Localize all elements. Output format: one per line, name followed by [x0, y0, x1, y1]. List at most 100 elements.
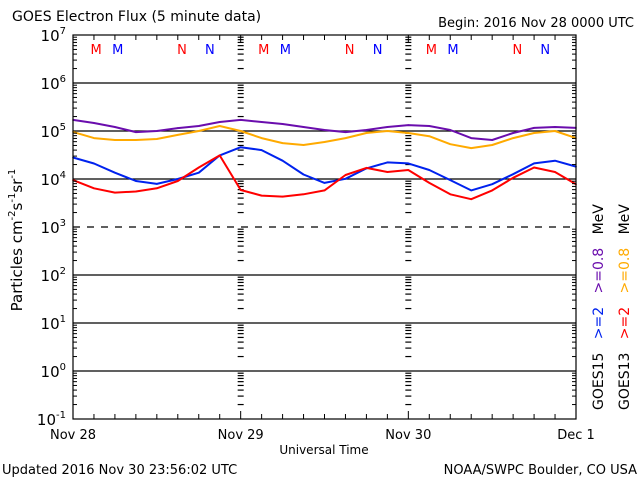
y-tick-base: 10	[41, 123, 60, 141]
updated-timestamp: Updated 2016 Nov 30 23:56:02 UTC	[2, 463, 237, 478]
legend-item-label: >=0.8	[617, 248, 633, 307]
data-point	[512, 132, 514, 134]
x-tick-labels: Nov 28 Nov 29 Nov 30 Dec 1	[50, 428, 595, 443]
data-point	[114, 126, 116, 128]
y-tick-exponent: 6	[60, 74, 66, 85]
legend-item-label: MeV	[617, 204, 633, 248]
data-point	[428, 182, 431, 184]
top-marker-label: M	[90, 43, 101, 58]
data-point	[491, 144, 493, 146]
data-point	[218, 154, 221, 157]
data-point	[386, 126, 389, 128]
y-tick-base: 10	[37, 411, 56, 429]
x-axis-label: Universal Time	[279, 443, 368, 457]
data-point	[512, 173, 514, 175]
axis-ticks	[72, 35, 577, 419]
y-tick-base: 10	[41, 219, 60, 237]
data-point	[281, 123, 284, 125]
data-point	[302, 173, 305, 176]
data-point	[197, 130, 200, 132]
top-marker-label: M	[447, 43, 458, 58]
data-point	[156, 138, 158, 140]
top-marker-label: M	[258, 43, 269, 58]
data-point	[407, 132, 410, 134]
data-point	[470, 198, 473, 200]
data-point	[281, 195, 284, 198]
data-point	[449, 179, 452, 181]
series-line	[72, 146, 577, 192]
data-point	[449, 193, 452, 196]
data-point	[386, 171, 389, 173]
data-point	[281, 142, 284, 144]
data-point	[554, 171, 556, 173]
y-tick-base: 10	[41, 267, 60, 285]
y-tick-base: 10	[41, 27, 60, 45]
data-point	[533, 132, 535, 134]
source-credit: NOAA/SWPC Boulder, CO USA	[444, 463, 637, 478]
data-point	[365, 129, 368, 131]
y-tick-base: 10	[41, 363, 60, 381]
y-label-base: Particles cm	[8, 220, 26, 311]
data-point	[386, 130, 389, 132]
data-point	[114, 191, 116, 194]
data-point	[491, 189, 493, 192]
data-point	[344, 174, 347, 176]
data-point	[281, 159, 284, 162]
data-point	[323, 182, 326, 184]
data-point	[491, 183, 493, 185]
data-point	[260, 149, 263, 151]
y-tick-exponent: 1	[60, 314, 66, 325]
data-point	[93, 162, 95, 165]
y-tick-exponent: 2	[60, 266, 66, 277]
data-point	[554, 126, 556, 128]
data-point	[428, 135, 431, 137]
data-point	[197, 166, 200, 169]
y-tick-exponent: 7	[60, 26, 66, 37]
y-tick-exponent: 5	[60, 122, 66, 133]
data-point	[449, 129, 452, 131]
data-point	[302, 193, 305, 196]
data-point	[114, 171, 116, 174]
data-point	[197, 125, 200, 127]
data-point	[449, 143, 452, 146]
x-tick-label: Dec 1	[557, 428, 595, 443]
series-line	[72, 154, 577, 201]
data-point	[365, 132, 368, 134]
data-point	[323, 189, 326, 192]
data-point	[239, 146, 242, 148]
top-marker-label: N	[177, 43, 187, 58]
y-label-mid2: sr	[8, 178, 26, 193]
data-point	[470, 147, 473, 149]
data-point	[135, 190, 137, 193]
legend-entry: GOES15 >=2 >=0.8 MeV	[591, 204, 607, 410]
data-point	[135, 131, 137, 133]
top-marker-label: N	[512, 43, 522, 58]
y-tick-label: 107	[41, 26, 66, 45]
data-point	[512, 137, 514, 139]
data-point	[218, 121, 221, 123]
data-point	[365, 167, 368, 169]
top-marker-label: M	[426, 43, 437, 58]
legend-item-label: >=0.8	[591, 248, 607, 307]
data-point	[135, 180, 137, 182]
data-point	[260, 194, 263, 197]
legend-item-label: >=2	[591, 307, 607, 353]
chart-title: GOES Electron Flux (5 minute data)	[12, 9, 261, 25]
data-point	[302, 144, 305, 146]
data-point	[533, 162, 535, 165]
data-point	[428, 169, 431, 171]
data-point	[239, 130, 242, 132]
top-marker-label: N	[345, 43, 355, 58]
legend-entry: GOES13 >=2 >=0.8 MeV	[617, 204, 633, 410]
data-point	[156, 187, 158, 190]
y-tick-base: 10	[41, 171, 60, 189]
y-label-exp3: -1	[7, 169, 18, 179]
data-point	[512, 176, 514, 179]
y-tick-base: 10	[41, 75, 60, 93]
data-point	[156, 183, 158, 185]
data-point	[93, 187, 95, 190]
data-point	[156, 130, 158, 132]
data-point	[239, 189, 242, 191]
